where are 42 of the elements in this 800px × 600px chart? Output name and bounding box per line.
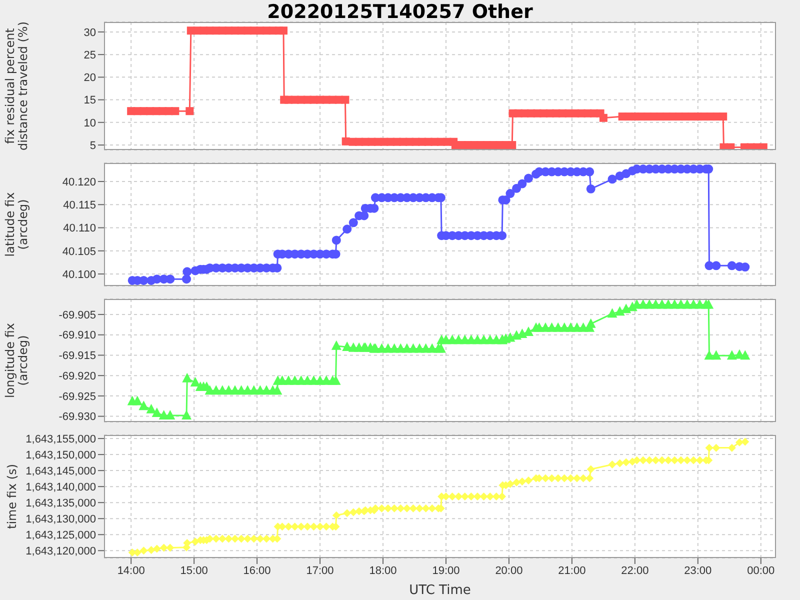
y-tick-label: 1,643,125,000 (26, 530, 96, 542)
y-tick-label: 40.100 (62, 268, 96, 281)
y-tick-label: 40.105 (62, 246, 96, 258)
x-tick-label: 23:00 (684, 564, 712, 577)
y-tick-label: -69.915 (58, 350, 96, 362)
x-tick-label: 19:00 (432, 564, 460, 577)
y-tick-label: 5 (90, 140, 96, 152)
y-tick-label: 25 (84, 49, 96, 62)
y-tick-label: 20 (84, 72, 96, 84)
x-tick-label: 20:00 (495, 564, 523, 577)
y-tick-label: -69.930 (58, 411, 96, 424)
y-tick-label: 30 (84, 26, 96, 39)
y-tick-label: 40.115 (63, 200, 96, 212)
x-tick-label: 14:00 (117, 564, 145, 577)
y-axis-title: time fix (s) (5, 464, 19, 530)
y-axis-title: longitude fix (arcdeg) (3, 322, 30, 398)
x-axis-title: UTC Time (409, 583, 471, 598)
y-tick-label: 15 (84, 94, 96, 107)
y-tick-label: -69.920 (58, 370, 96, 382)
x-tick-label: 17:00 (306, 564, 334, 577)
x-tick-label: 22:00 (621, 564, 649, 577)
y-tick-label: -69.925 (58, 390, 96, 403)
y-tick-label: 40.120 (62, 176, 96, 188)
y-tick-label: 1,643,135,000 (26, 497, 96, 510)
y-tick-label: 1,643,120,000 (26, 546, 96, 558)
x-tick-label: 15:00 (180, 564, 208, 577)
x-tick-label: 21:00 (558, 564, 586, 577)
x-tick-label: 18:00 (369, 564, 397, 577)
y-tick-label: -69.910 (58, 330, 96, 342)
y-tick-label: 1,643,130,000 (26, 514, 96, 526)
x-tick-label: 16:00 (243, 564, 271, 577)
y-tick-label: 1,643,140,000 (26, 481, 96, 494)
x-tick-label: 00:00 (747, 564, 775, 577)
y-tick-label: -69.905 (58, 309, 96, 322)
y-axis-title: fix residual percent distance traveled (%) (3, 21, 30, 151)
y-tick-label: 40.110 (63, 222, 96, 235)
y-tick-label: 1,643,155,000 (26, 433, 96, 446)
y-axis-title: latitude fix (arcdeg) (3, 192, 30, 257)
chart-title: 20220125T140257 Other (267, 1, 533, 23)
y-tick-label: 10 (84, 117, 96, 130)
y-tick-label: 1,643,150,000 (26, 449, 96, 462)
y-tick-label: 1,643,145,000 (26, 465, 96, 478)
